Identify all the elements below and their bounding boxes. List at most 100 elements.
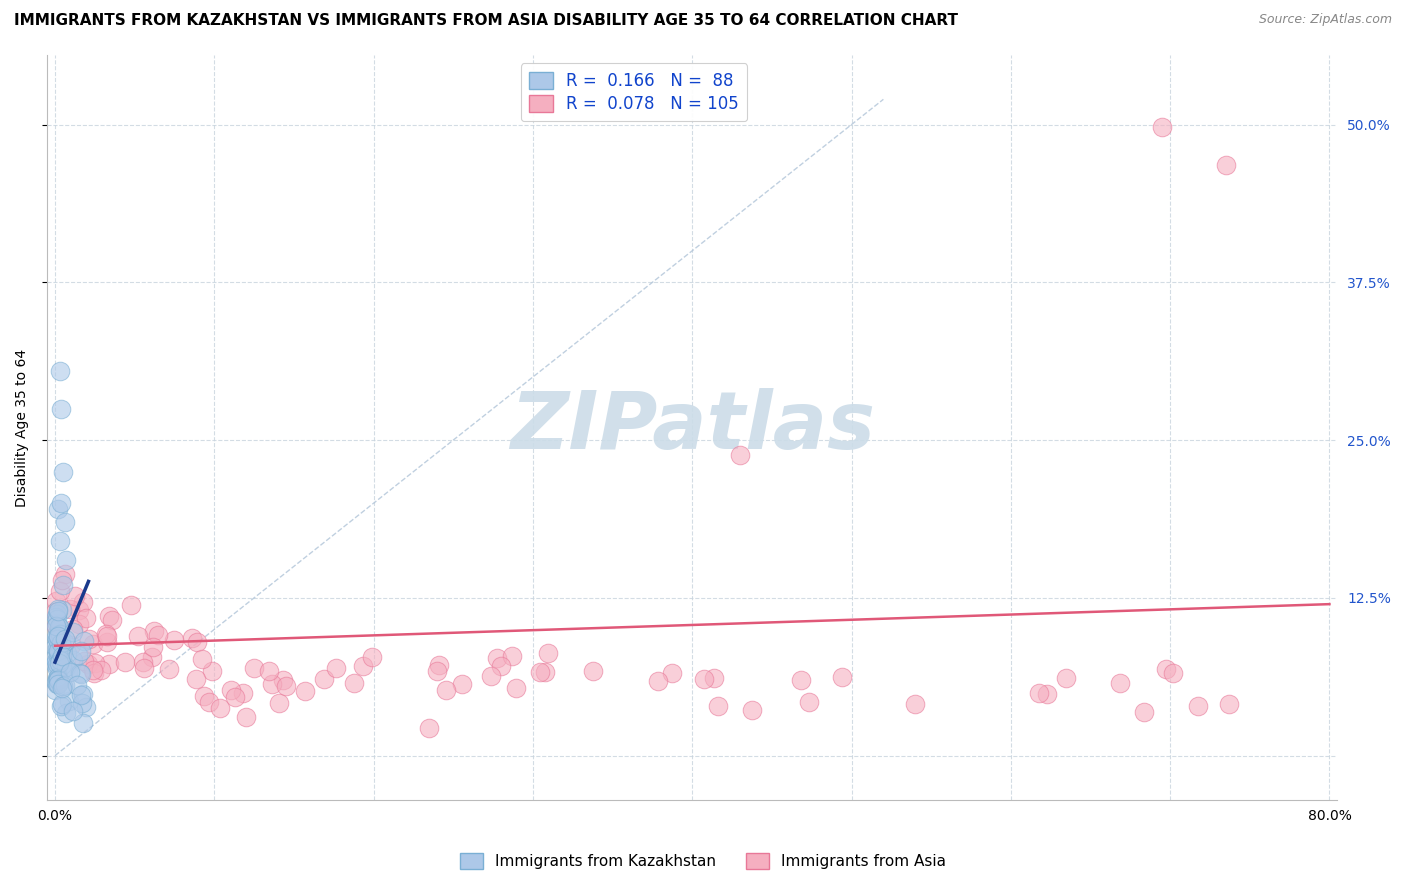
Point	[52, 634, 75, 648]
Point	[146, 628, 169, 642]
Point	[53, 567, 76, 582]
Point	[51, 401, 73, 416]
Point	[90, 663, 112, 677]
Point	[56, 665, 79, 679]
Point	[66, 678, 89, 692]
Point	[191, 652, 214, 666]
Point	[491, 658, 513, 673]
Point	[45, 654, 67, 668]
Point	[96, 635, 118, 649]
Text: IMMIGRANTS FROM KAZAKHSTAN VS IMMIGRANTS FROM ASIA DISABILITY AGE 35 TO 64 CORRE: IMMIGRANTS FROM KAZAKHSTAN VS IMMIGRANTS…	[14, 13, 957, 29]
Point	[49, 364, 72, 378]
Point	[46, 604, 69, 618]
Point	[44, 640, 66, 655]
Point	[529, 665, 551, 679]
Point	[48, 656, 70, 670]
Legend: R =  0.166   N =  88, R =  0.078   N = 105: R = 0.166 N = 88, R = 0.078 N = 105	[522, 63, 747, 121]
Point	[51, 643, 73, 657]
Point	[65, 589, 87, 603]
Point	[1028, 686, 1050, 700]
Point	[693, 672, 716, 686]
Point	[180, 631, 202, 645]
Point	[72, 716, 94, 731]
Point	[294, 684, 316, 698]
Point	[235, 710, 257, 724]
Point	[60, 639, 83, 653]
Point	[84, 656, 107, 670]
Point	[52, 679, 75, 693]
Point	[70, 644, 93, 658]
Point	[46, 631, 69, 645]
Point	[72, 595, 94, 609]
Point	[51, 603, 73, 617]
Point	[96, 628, 118, 642]
Point	[53, 678, 76, 692]
Y-axis label: Disability Age 35 to 64: Disability Age 35 to 64	[15, 349, 30, 507]
Point	[55, 660, 77, 674]
Point	[45, 594, 67, 608]
Point	[505, 681, 527, 695]
Point	[51, 649, 73, 664]
Point	[45, 610, 67, 624]
Point	[69, 665, 91, 680]
Point	[51, 636, 73, 650]
Point	[51, 681, 73, 695]
Text: Source: ZipAtlas.com: Source: ZipAtlas.com	[1258, 13, 1392, 27]
Point	[48, 675, 70, 690]
Point	[46, 632, 69, 646]
Point	[48, 637, 70, 651]
Point	[46, 612, 69, 626]
Point	[97, 657, 120, 671]
Point	[1108, 675, 1130, 690]
Point	[46, 629, 69, 643]
Point	[49, 699, 72, 714]
Point	[537, 646, 560, 660]
Point	[159, 662, 181, 676]
Point	[46, 672, 69, 686]
Point	[53, 515, 76, 529]
Point	[48, 620, 70, 634]
Point	[62, 653, 84, 667]
Point	[426, 664, 449, 678]
Point	[53, 632, 76, 646]
Point	[434, 683, 457, 698]
Point	[186, 634, 208, 648]
Point	[46, 671, 69, 685]
Point	[75, 610, 97, 624]
Point	[44, 682, 66, 697]
Point	[1036, 687, 1059, 701]
Point	[142, 640, 165, 655]
Point	[46, 641, 69, 656]
Point	[52, 663, 75, 677]
Point	[427, 658, 450, 673]
Point	[52, 465, 75, 479]
Point	[51, 573, 73, 587]
Point	[790, 673, 813, 687]
Point	[51, 697, 73, 711]
Point	[55, 646, 77, 660]
Point	[48, 622, 70, 636]
Point	[1187, 698, 1209, 713]
Point	[132, 655, 155, 669]
Point	[46, 676, 69, 690]
Point	[46, 632, 69, 647]
Point	[1156, 662, 1178, 676]
Point	[58, 694, 80, 708]
Point	[120, 599, 142, 613]
Point	[46, 607, 69, 621]
Point	[70, 697, 93, 711]
Point	[94, 626, 117, 640]
Point	[267, 696, 290, 710]
Point	[46, 662, 69, 676]
Point	[83, 666, 105, 681]
Point	[59, 602, 82, 616]
Point	[101, 613, 124, 627]
Point	[142, 624, 165, 639]
Point	[418, 721, 440, 735]
Point	[352, 659, 374, 673]
Point	[45, 671, 67, 685]
Point	[48, 631, 70, 645]
Point	[77, 657, 100, 671]
Point	[114, 655, 136, 669]
Point	[831, 670, 853, 684]
